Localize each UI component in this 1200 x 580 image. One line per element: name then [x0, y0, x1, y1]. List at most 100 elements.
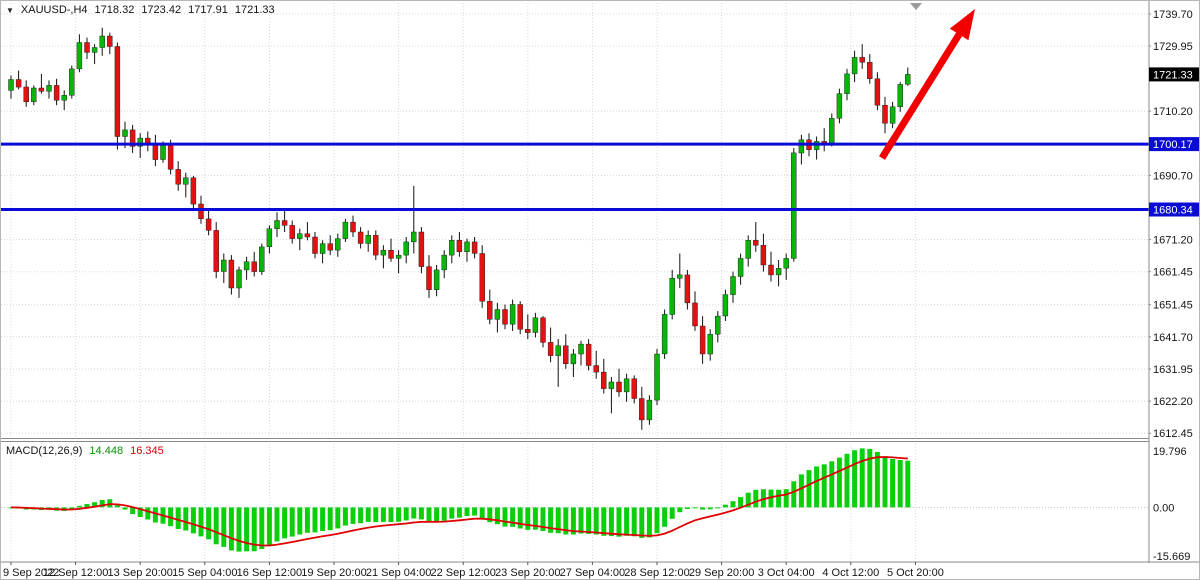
macd-bar [198, 507, 204, 537]
grid-lines [1, 3, 1149, 562]
macd-bar [130, 507, 136, 515]
candle-body [760, 244, 767, 266]
time-tick-label: 16 Sep 12:00 [237, 567, 302, 579]
pane-separator[interactable] [1, 438, 1200, 442]
candle-body [38, 87, 45, 92]
candle-body [487, 301, 493, 320]
macd-bar [244, 507, 250, 552]
arrow-head[interactable] [949, 9, 975, 41]
time-tick-label: 19 Sep 20:00 [301, 567, 366, 579]
price-tick-label: 1690.70 [1153, 170, 1193, 182]
macd-bar [449, 507, 455, 519]
macd-bar [236, 507, 242, 552]
candle-body [555, 345, 561, 356]
macd-bar [905, 460, 911, 508]
macd-bar [783, 489, 789, 508]
candle-body [289, 225, 295, 239]
candle-body [274, 220, 280, 229]
chart-shift-marker-icon[interactable] [910, 3, 922, 10]
macd-bar [662, 507, 668, 527]
candle-body [874, 78, 881, 106]
candle-body [319, 243, 326, 254]
candle-body [585, 343, 592, 366]
price-axis[interactable]: 1739.70 1729.95 1710.20 1690.70 1671.20 1661.… [1148, 1, 1200, 580]
candle-body [639, 398, 645, 421]
macd-bar [472, 507, 478, 516]
macd-bar [434, 507, 440, 522]
macd-min-label: -15.669 [1153, 551, 1190, 563]
candle-body [616, 381, 622, 393]
macd-bar [586, 507, 592, 534]
macd-bar [206, 507, 212, 540]
candle-body [517, 304, 523, 330]
current-price-badge: 1721.33 [1149, 67, 1199, 82]
macd-bar [753, 489, 759, 508]
candle-body [251, 261, 257, 272]
candle-body [198, 203, 204, 220]
candle-body [388, 249, 394, 259]
candle-body [905, 74, 911, 85]
time-tick-label: 3 Oct 04:00 [758, 567, 815, 579]
candle-body [297, 233, 303, 239]
candle-body [745, 240, 751, 259]
macd-bar [776, 489, 782, 508]
macd-bar [692, 507, 698, 509]
candle-body [722, 294, 729, 317]
candle-body [418, 231, 425, 267]
candle-body [654, 353, 660, 401]
macd-bar [327, 507, 333, 531]
macd-bar [745, 492, 751, 508]
macd-bar [358, 507, 364, 524]
candle-body [882, 104, 888, 124]
macd-bar [494, 507, 500, 525]
macd-bar [411, 507, 417, 519]
macd-bar [213, 507, 219, 545]
macd-bar [540, 507, 546, 531]
candle-body [464, 241, 470, 252]
macd-bar [259, 507, 265, 549]
macd-bar [601, 507, 607, 536]
macd-bar [487, 507, 493, 523]
arrow-shaft[interactable] [879, 32, 963, 160]
time-tick-label: 13 Sep 20:00 [107, 567, 172, 579]
candle-body [836, 93, 843, 119]
candle-body [479, 253, 485, 302]
candle-body [715, 315, 721, 335]
macd-bar [297, 507, 303, 535]
trend-arrow[interactable] [879, 9, 975, 160]
macd-bar [563, 507, 569, 535]
macd-bar [806, 470, 812, 508]
macd-bar [844, 453, 850, 508]
price-tick-label: 1729.95 [1153, 41, 1193, 53]
candle-body [46, 85, 52, 92]
candle-body [312, 236, 318, 254]
candle-body [608, 381, 615, 389]
candle-body [525, 329, 531, 333]
macd-bar [798, 474, 804, 508]
candle-body [791, 152, 797, 259]
macd-bar [145, 507, 151, 520]
candle-body [114, 46, 121, 137]
candle-body [373, 235, 379, 256]
macd-bar [76, 505, 82, 508]
dropdown-triangle-icon[interactable]: ▼ [6, 6, 14, 15]
candle-body [692, 302, 698, 327]
macd-bar [190, 507, 196, 534]
candle-body [403, 241, 409, 256]
macd-bar [152, 507, 158, 523]
macd-bar [677, 507, 683, 513]
candle-body [357, 231, 364, 244]
macd-bar [517, 507, 523, 529]
candle-body [228, 259, 235, 289]
candle-body [107, 35, 113, 47]
macd-bar [69, 507, 75, 510]
candle-body [540, 317, 546, 343]
candle-body [99, 35, 105, 48]
candle-body [243, 261, 250, 271]
candle-body [699, 325, 706, 355]
macd-axis[interactable]: 19.796 0.00 -15.669 [1153, 446, 1190, 563]
macd-histogram [1, 448, 1149, 552]
macd-bar [715, 507, 721, 509]
